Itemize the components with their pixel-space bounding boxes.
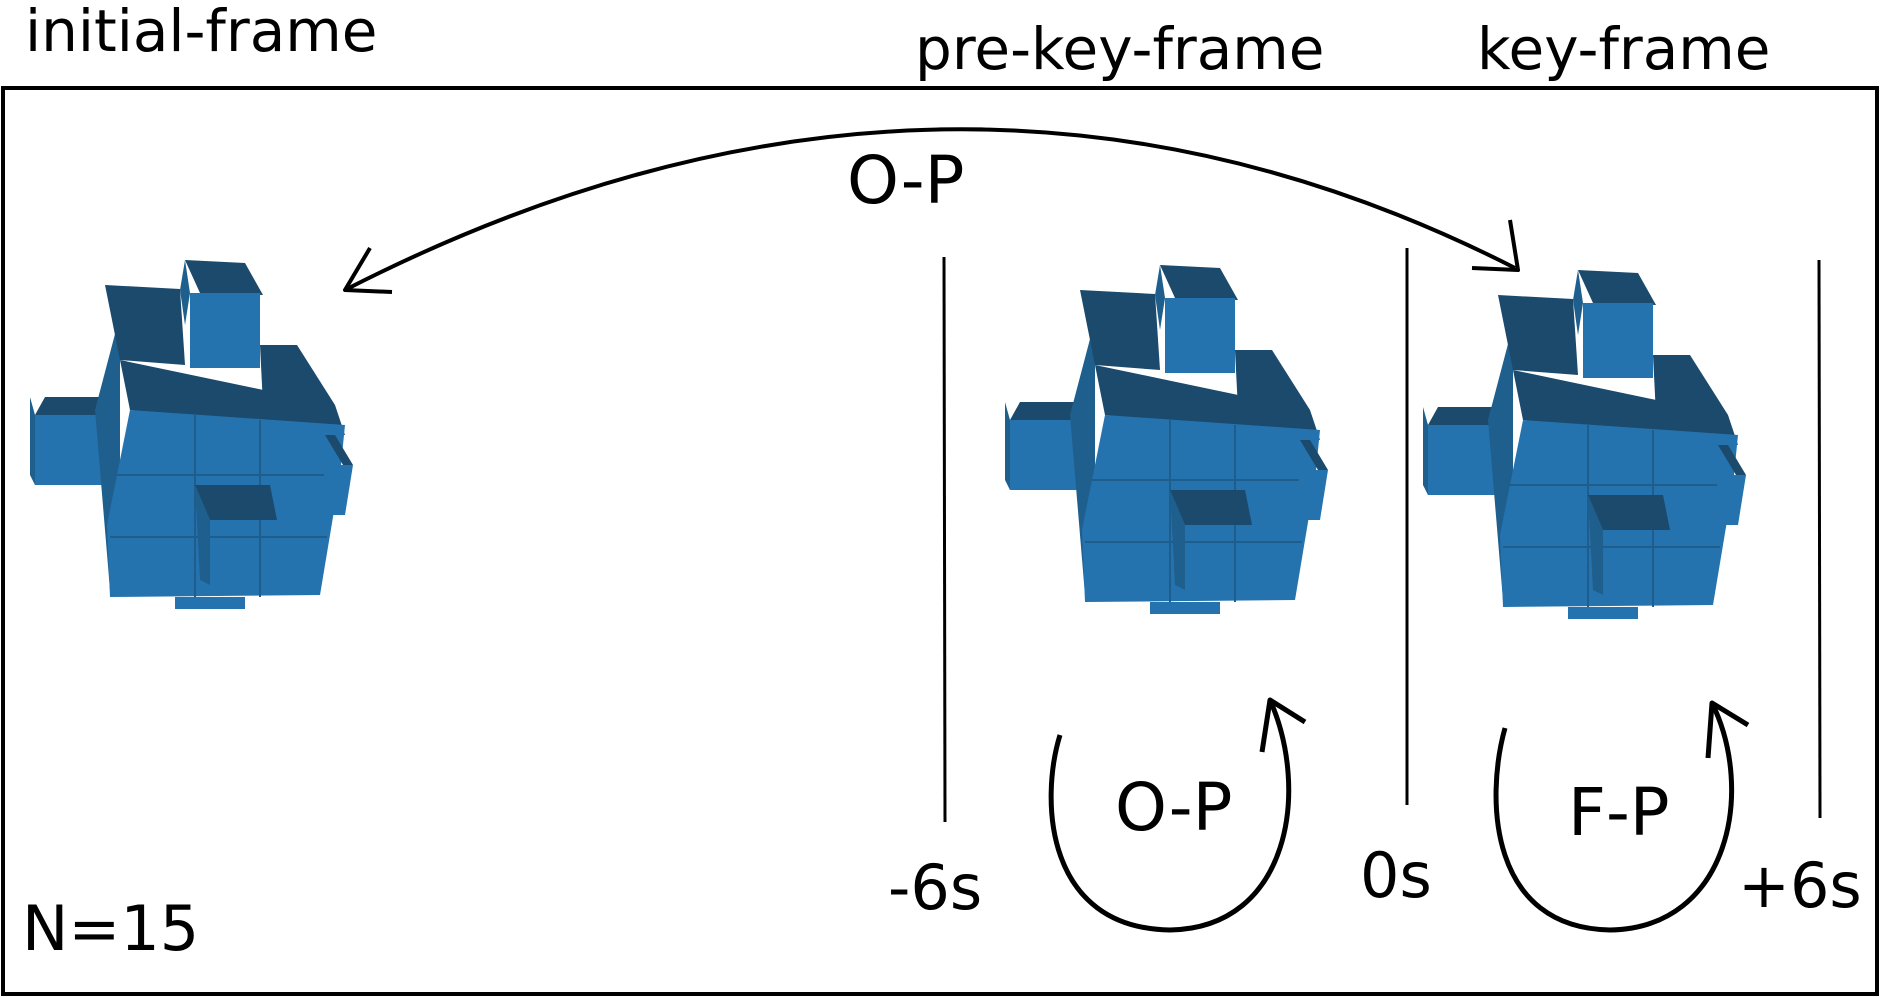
time-label-plus: +6s xyxy=(1738,849,1862,922)
voxel-cluster-pre-key xyxy=(1004,264,1329,615)
top-arc-arrow xyxy=(344,127,1516,292)
frame-border xyxy=(1,86,1879,996)
arrowhead-left-icon xyxy=(343,246,393,294)
pre-key-frame-label: pre-key-frame xyxy=(915,15,1325,83)
time-label-minus: -6s xyxy=(888,851,983,924)
time-label-zero: 0s xyxy=(1360,839,1432,912)
loop-arrow-right xyxy=(1493,701,1735,933)
top-arc-label: O-P xyxy=(847,142,965,219)
loop-right-label: F-P xyxy=(1568,774,1670,851)
loop-arrowhead-right-icon xyxy=(1705,700,1750,759)
initial-frame-label: initial-frame xyxy=(25,0,378,65)
arrowhead-right-icon xyxy=(1471,219,1520,272)
loop-left-label: O-P xyxy=(1115,769,1233,846)
timeline-divider-minus xyxy=(942,256,947,823)
loop-arrowhead-left-icon xyxy=(1259,697,1307,753)
n-count-label: N=15 xyxy=(22,892,200,965)
voxel-cluster-initial xyxy=(29,259,354,610)
voxel-cluster-key xyxy=(1422,269,1747,620)
key-frame-label: key-frame xyxy=(1477,15,1771,83)
loop-arrow-left xyxy=(1048,698,1292,933)
timeline-divider-plus xyxy=(1817,259,1822,819)
